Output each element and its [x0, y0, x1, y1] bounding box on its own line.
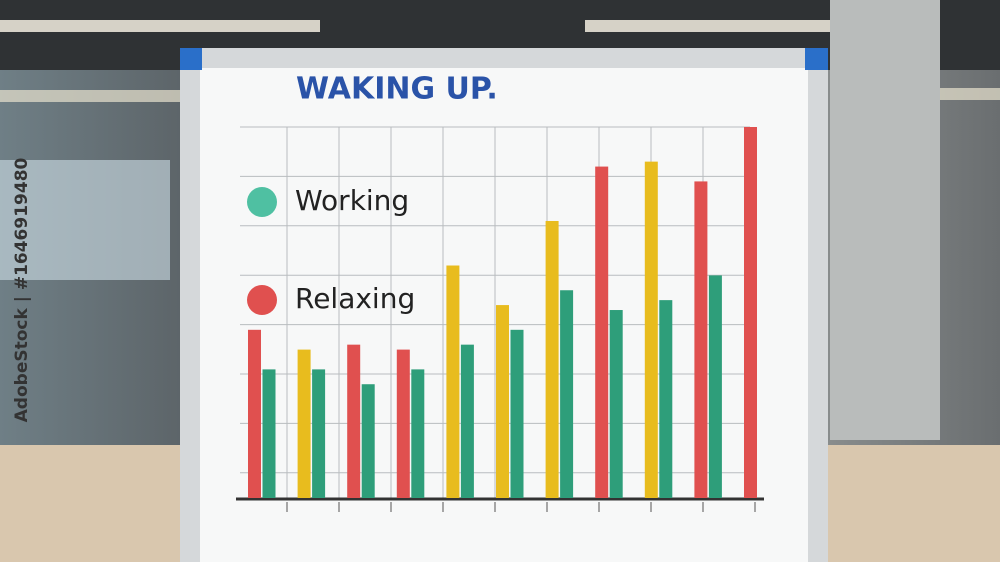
bar: [411, 369, 425, 498]
bar: [496, 305, 509, 498]
light: [0, 20, 320, 32]
bar: [262, 369, 276, 498]
side-label: AdobeStock | #1646919480: [12, 157, 32, 422]
bar: [708, 275, 722, 498]
bar: [297, 349, 311, 498]
bar: [446, 265, 460, 498]
legend-label: Relaxing: [295, 282, 415, 315]
bar: [347, 344, 361, 498]
bar: [560, 290, 574, 498]
bar: [659, 300, 673, 498]
bar: [460, 344, 474, 498]
corner: [805, 48, 828, 70]
corner: [180, 48, 202, 70]
bar: [396, 349, 410, 498]
light: [585, 20, 835, 32]
legend-marker: [247, 187, 277, 217]
bar: [248, 329, 261, 498]
chart-title: WAKING UP.: [296, 72, 498, 107]
bar: [744, 127, 757, 498]
pillar: [830, 0, 940, 440]
bar: [694, 181, 708, 498]
bar: [312, 369, 326, 498]
light: [0, 90, 180, 102]
bar: [361, 384, 375, 498]
bar: [609, 310, 623, 498]
window: [0, 160, 170, 280]
light: [940, 88, 1000, 100]
bar: [595, 166, 609, 498]
legend-marker: [247, 285, 277, 315]
legend-label: Working: [295, 184, 409, 217]
bar: [545, 220, 559, 498]
bar: [644, 161, 658, 499]
bar: [510, 329, 524, 498]
